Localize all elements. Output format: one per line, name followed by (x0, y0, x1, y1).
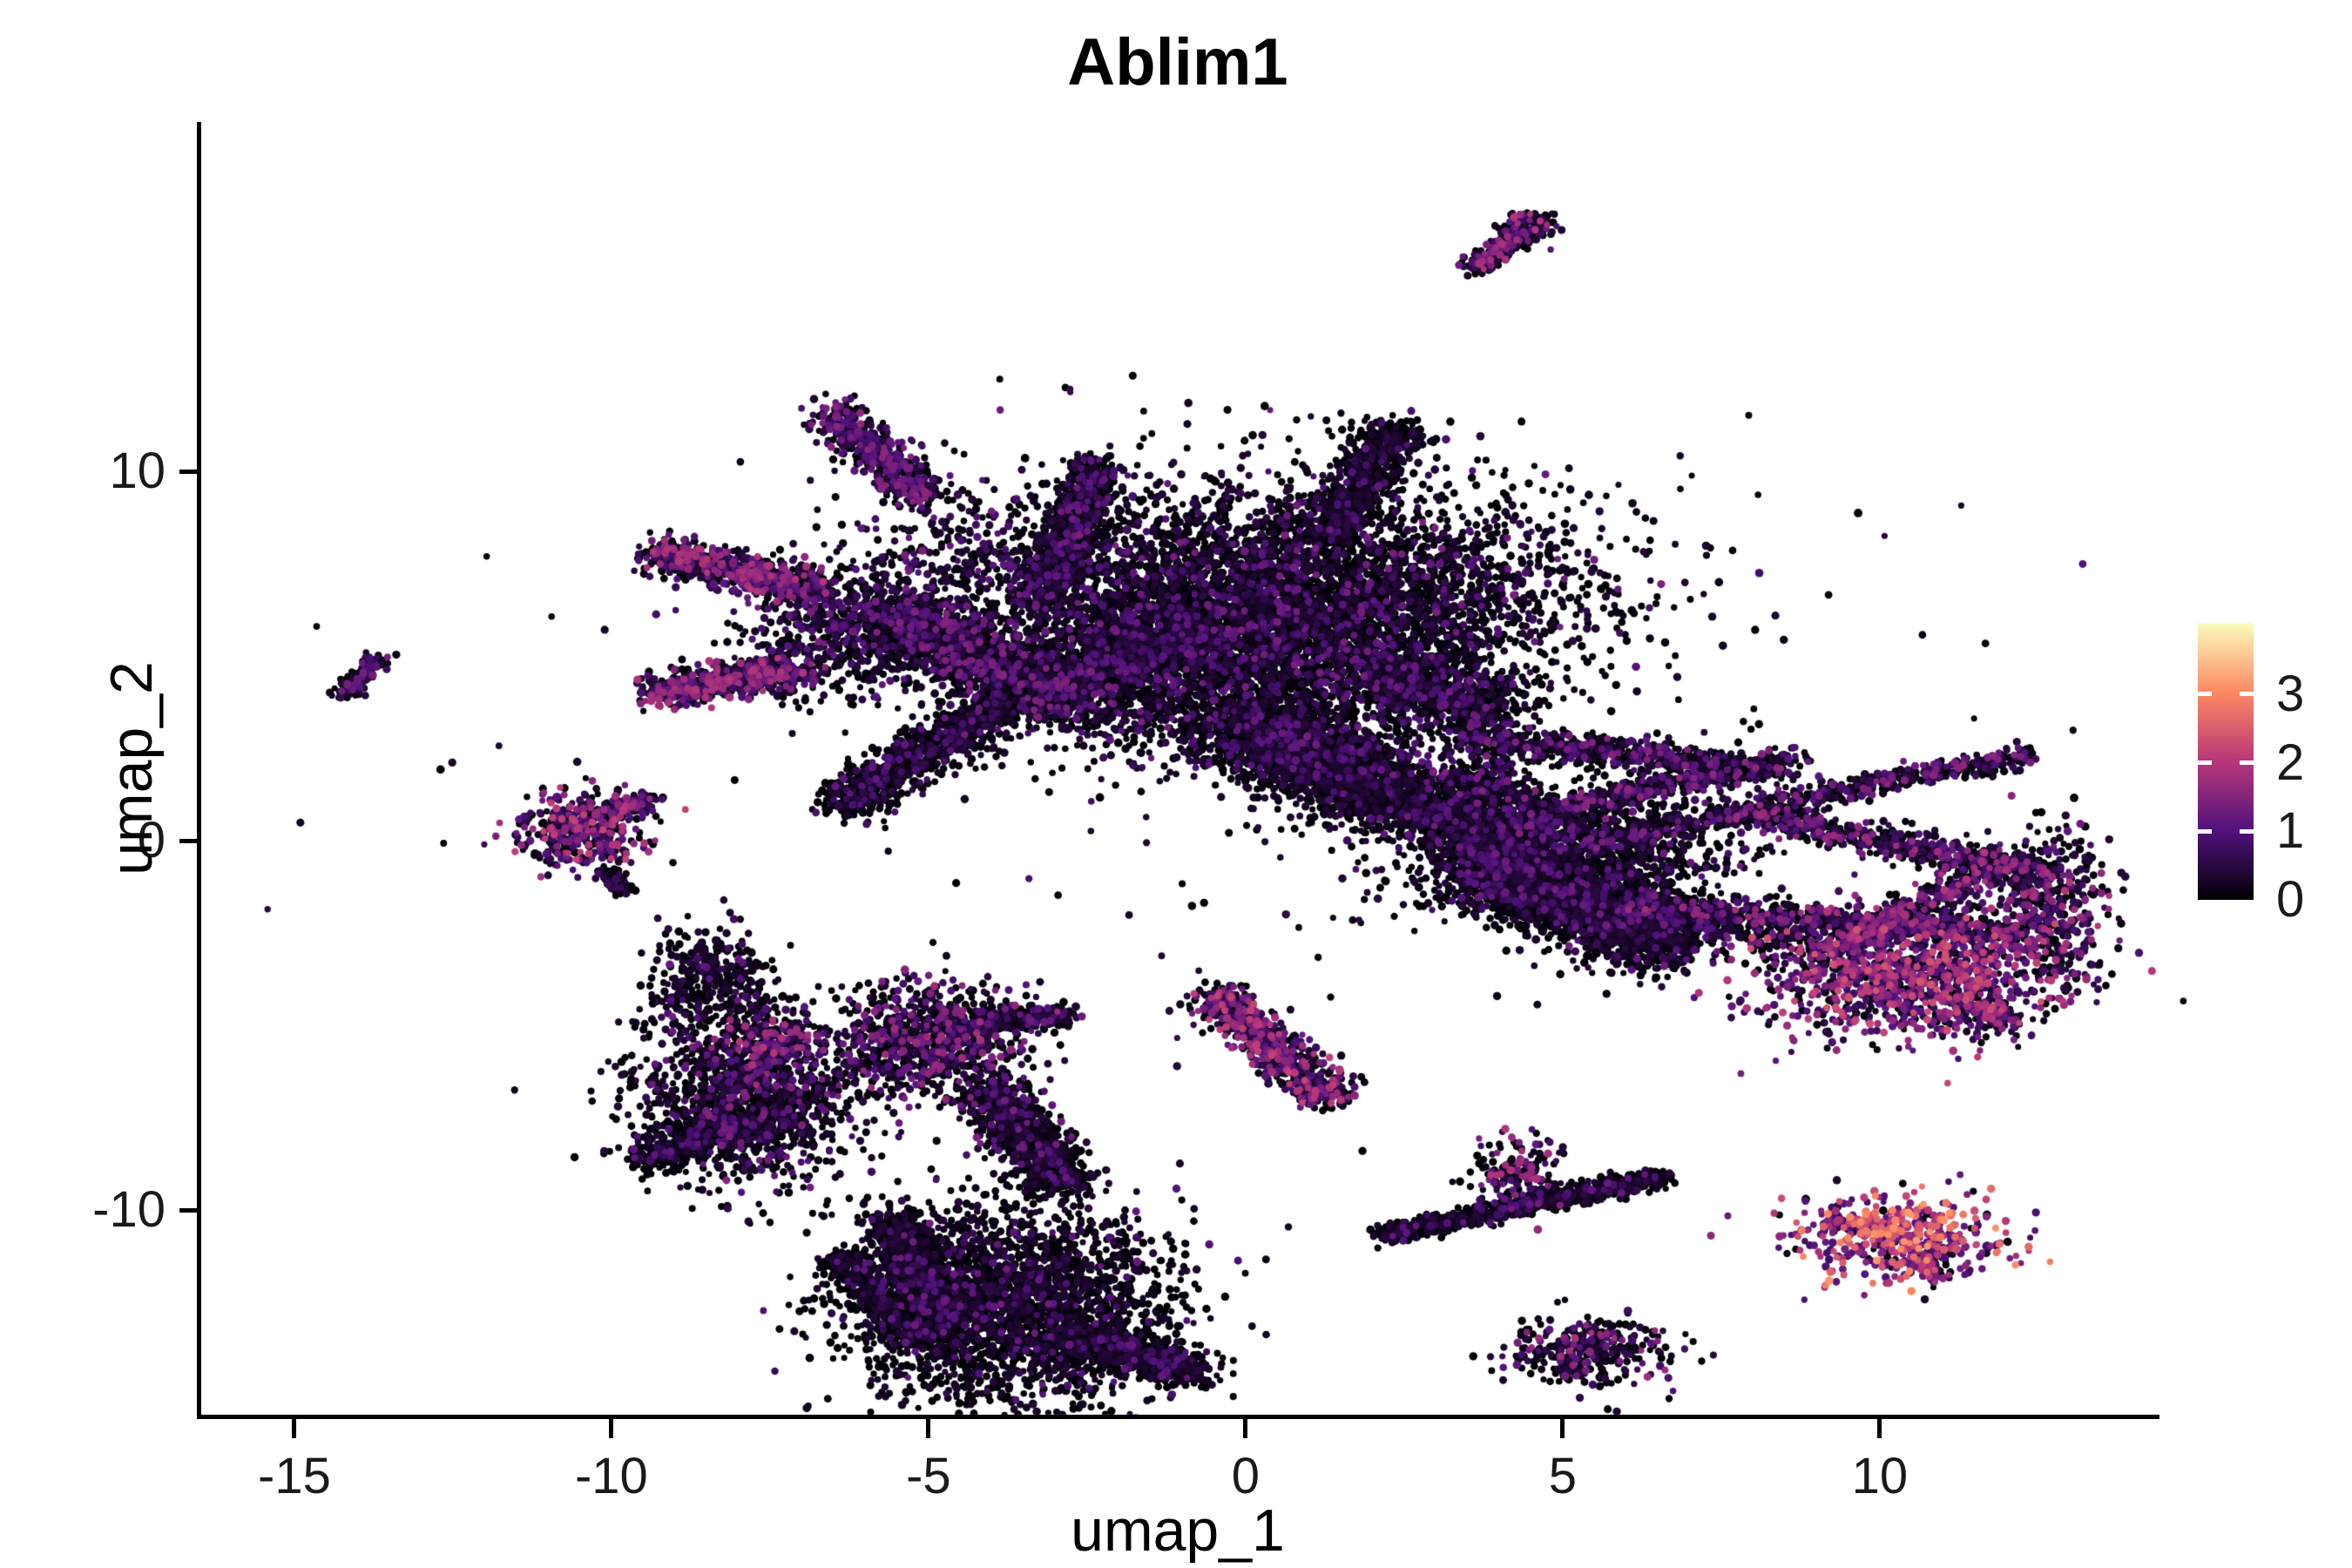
colorbar-tick-label: 3 (2276, 665, 2305, 722)
x-tick-label: 10 (1851, 1448, 1909, 1504)
colorbar-notch (2240, 828, 2254, 834)
colorbar-notch (2198, 760, 2212, 766)
x-axis-line (197, 1415, 2159, 1419)
colorbar-tick-label: 2 (2276, 733, 2305, 791)
colorbar-notch (2198, 692, 2212, 697)
y-axis-title: umap_2 (98, 661, 165, 875)
x-tick-mark (1560, 1419, 1565, 1438)
y-tick-label: 0 (137, 812, 166, 869)
y-tick-mark (179, 838, 199, 843)
colorbar-tick-label: 0 (2276, 871, 2305, 928)
colorbar-tick-label: 1 (2276, 802, 2305, 860)
x-tick-label: 0 (1231, 1448, 1260, 1504)
y-tick-label: -10 (92, 1181, 166, 1239)
colorbar-notch (2240, 692, 2254, 697)
x-tick-label: -5 (906, 1448, 951, 1504)
x-tick-label: -15 (258, 1448, 331, 1504)
x-axis-title: umap_1 (1071, 1497, 1285, 1564)
colorbar-notch (2240, 760, 2254, 766)
x-tick-mark (1877, 1419, 1882, 1438)
x-tick-label: -10 (574, 1448, 648, 1504)
x-tick-mark (926, 1419, 931, 1438)
y-axis-line (197, 122, 201, 1419)
x-tick-mark (1243, 1419, 1248, 1438)
x-tick-mark (292, 1419, 297, 1438)
y-tick-mark (179, 1207, 199, 1213)
x-tick-mark (609, 1419, 614, 1438)
y-tick-mark (179, 469, 199, 474)
y-tick-label: 10 (109, 443, 166, 500)
colorbar-notch (2198, 828, 2212, 834)
x-tick-label: 5 (1548, 1448, 1577, 1504)
plot-title: Ablim1 (1067, 25, 1288, 99)
